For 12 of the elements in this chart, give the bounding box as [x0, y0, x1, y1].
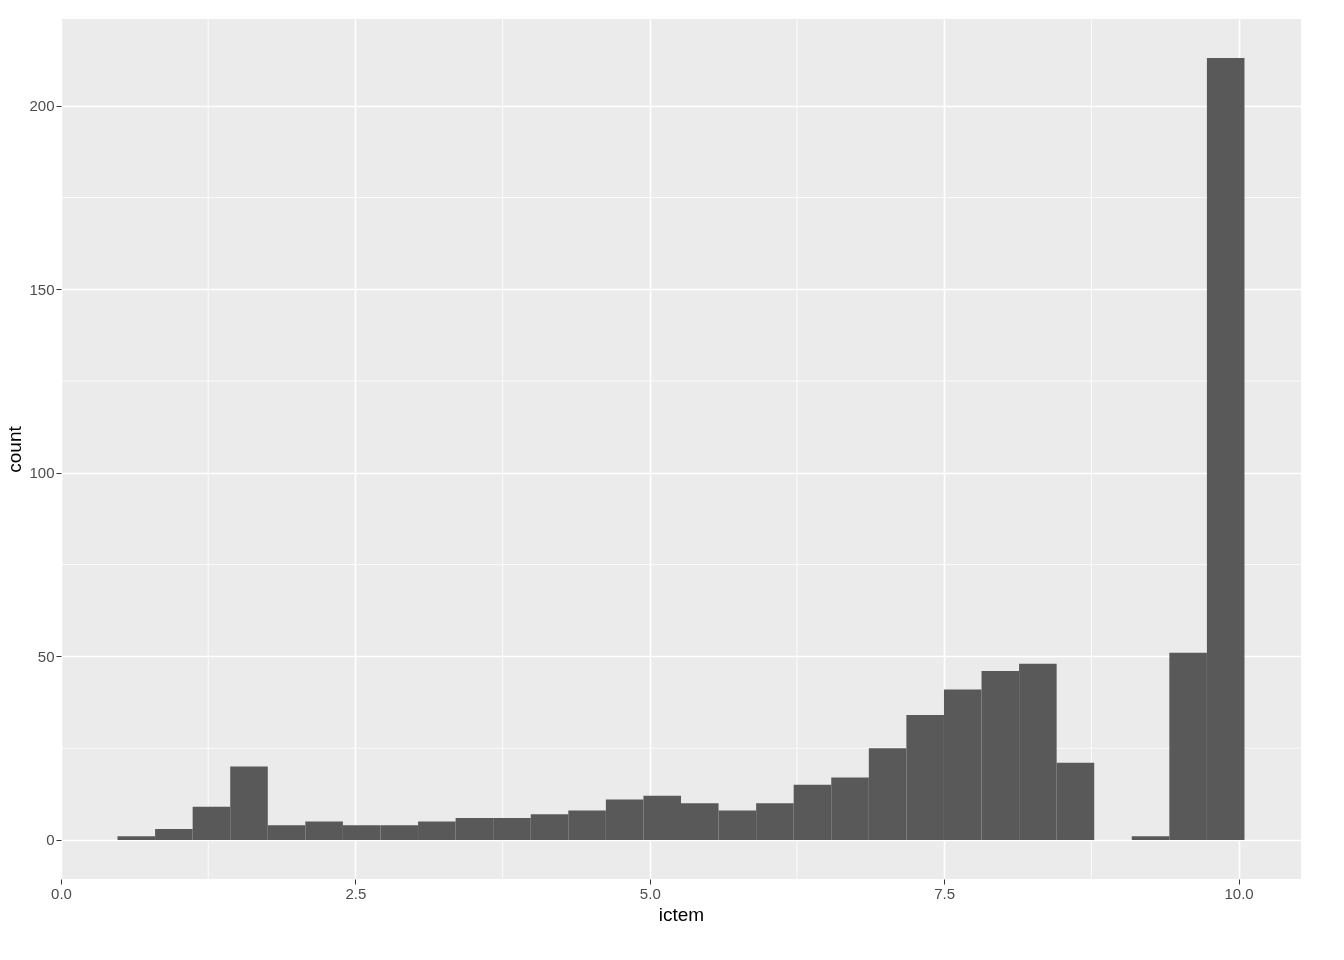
x-tick-label: 7.5: [934, 884, 956, 902]
y-tick-label: 200: [29, 97, 55, 115]
y-tick-label: 150: [29, 280, 55, 298]
x-tick-label: 0.0: [51, 884, 72, 902]
y-axis-title: count: [4, 425, 26, 473]
y-tick-label: 50: [37, 647, 55, 665]
y-tick-label: 0: [46, 831, 55, 849]
x-tick-label: 5.0: [639, 884, 661, 902]
y-tick-label: 100: [29, 464, 55, 482]
x-tick-label: 2.5: [345, 884, 367, 902]
x-axis-title: ictem: [658, 903, 705, 925]
x-tick-label: 10.0: [1224, 884, 1254, 902]
